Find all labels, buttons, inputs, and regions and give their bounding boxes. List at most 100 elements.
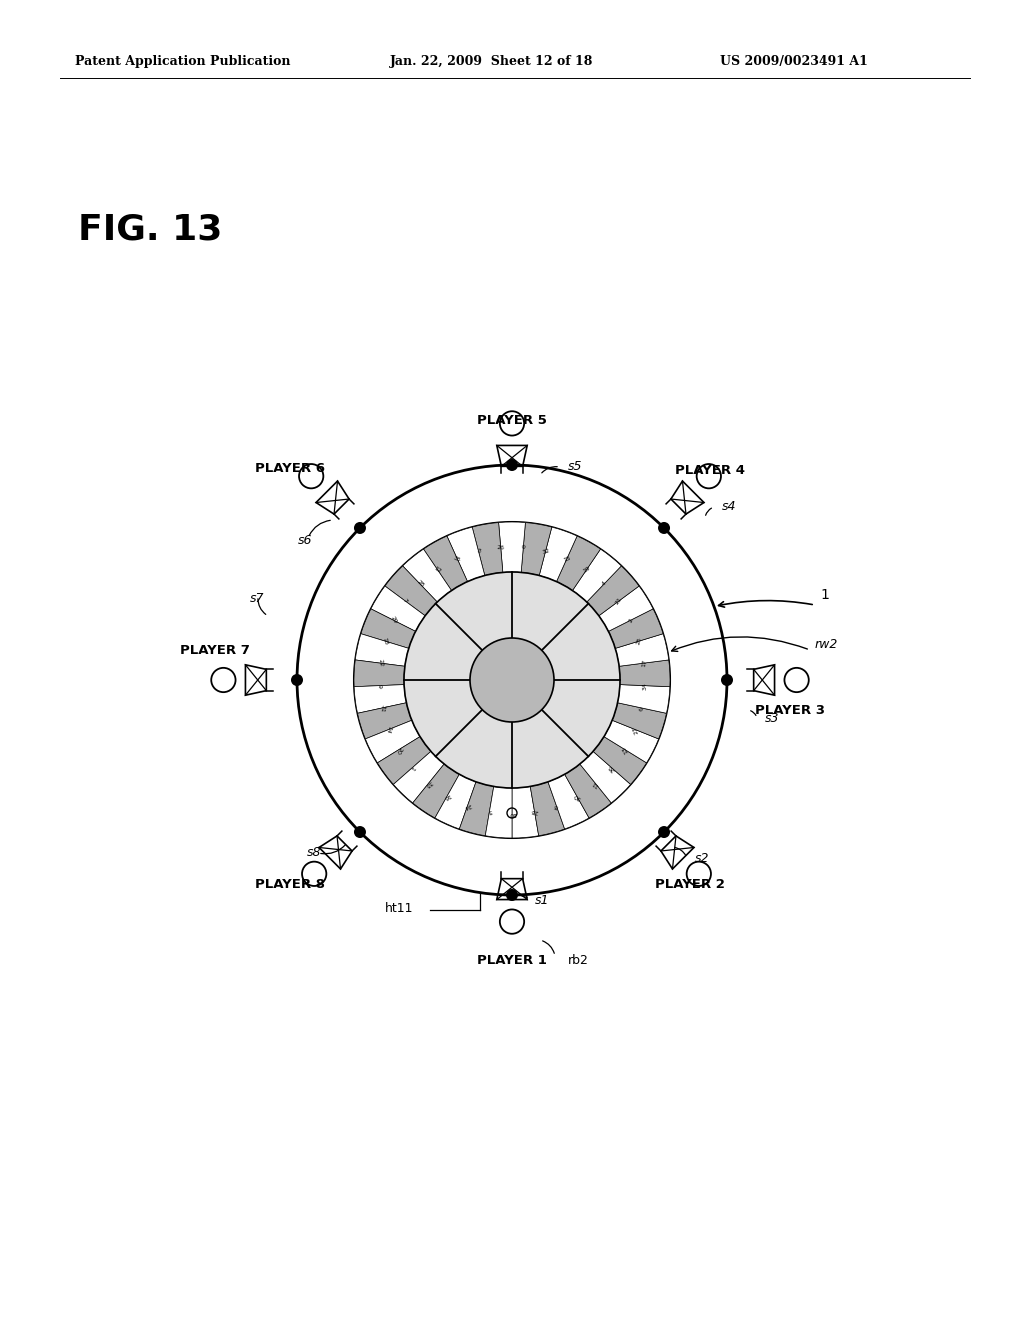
Wedge shape (599, 586, 653, 631)
Wedge shape (472, 523, 503, 576)
Text: Patent Application Publication: Patent Application Publication (75, 55, 291, 69)
Text: 26: 26 (497, 545, 505, 550)
Wedge shape (366, 721, 420, 763)
Text: 8: 8 (554, 803, 559, 808)
Text: s7: s7 (250, 591, 264, 605)
Wedge shape (424, 536, 468, 590)
Wedge shape (499, 521, 525, 573)
Text: 16: 16 (442, 792, 452, 800)
Text: 32: 32 (541, 548, 550, 554)
Wedge shape (371, 586, 425, 631)
Text: 20: 20 (394, 744, 402, 755)
Wedge shape (540, 527, 578, 582)
Text: 17: 17 (641, 659, 647, 668)
Text: 1: 1 (409, 764, 416, 771)
Text: 28: 28 (416, 579, 425, 589)
Wedge shape (612, 702, 667, 739)
Text: 23: 23 (530, 808, 539, 814)
Circle shape (506, 459, 518, 471)
Text: 3: 3 (476, 548, 481, 554)
Circle shape (470, 638, 554, 722)
Text: 9: 9 (377, 684, 382, 688)
Wedge shape (604, 721, 658, 763)
Text: FIG. 13: FIG. 13 (78, 213, 222, 247)
Wedge shape (385, 566, 437, 615)
Wedge shape (615, 634, 669, 667)
Circle shape (404, 572, 620, 788)
Text: PLAYER 5: PLAYER 5 (477, 413, 547, 426)
Wedge shape (354, 660, 404, 686)
Text: s8: s8 (307, 846, 322, 859)
Text: s1: s1 (535, 894, 550, 907)
Text: 7: 7 (401, 598, 409, 605)
Text: s3: s3 (765, 711, 779, 725)
Text: 1: 1 (820, 587, 828, 602)
Text: 0: 0 (521, 545, 525, 550)
Text: s6: s6 (298, 533, 312, 546)
Wedge shape (521, 523, 552, 576)
Text: 29: 29 (389, 615, 397, 624)
Text: 11: 11 (591, 779, 600, 788)
Wedge shape (580, 751, 631, 803)
Wedge shape (620, 660, 670, 686)
Text: s2: s2 (695, 851, 710, 865)
Text: s5: s5 (568, 461, 583, 474)
Wedge shape (393, 751, 444, 803)
Circle shape (658, 521, 670, 535)
Wedge shape (530, 781, 564, 836)
Circle shape (658, 826, 670, 838)
Wedge shape (617, 685, 670, 713)
Text: 12: 12 (433, 565, 442, 574)
Text: 15: 15 (562, 554, 571, 562)
Text: PLAYER 7: PLAYER 7 (180, 644, 250, 656)
Text: 36: 36 (607, 763, 616, 772)
Text: 25: 25 (636, 636, 643, 645)
Text: 24: 24 (463, 801, 472, 809)
Text: 14: 14 (385, 725, 392, 734)
Text: 21: 21 (614, 597, 624, 606)
Text: 13: 13 (622, 744, 630, 755)
Text: 34: 34 (642, 681, 647, 690)
Wedge shape (378, 737, 431, 784)
Text: US 2009/0023491 A1: US 2009/0023491 A1 (720, 55, 868, 69)
Text: 33: 33 (424, 779, 433, 788)
Wedge shape (355, 634, 409, 667)
Text: PLAYER 2: PLAYER 2 (655, 879, 725, 891)
Text: 18: 18 (381, 636, 388, 645)
Wedge shape (548, 775, 589, 829)
Circle shape (506, 888, 518, 902)
Text: 27: 27 (632, 725, 639, 734)
Circle shape (721, 675, 733, 686)
Circle shape (291, 675, 303, 686)
Wedge shape (435, 775, 476, 829)
Wedge shape (460, 781, 494, 836)
Wedge shape (564, 764, 611, 818)
Text: PLAYER 6: PLAYER 6 (255, 462, 325, 474)
Text: PLAYER 4: PLAYER 4 (675, 463, 745, 477)
Text: rw2: rw2 (815, 639, 839, 652)
Text: rb2: rb2 (568, 953, 589, 966)
Wedge shape (485, 787, 512, 838)
Text: 22: 22 (377, 659, 383, 668)
Text: PLAYER 1: PLAYER 1 (477, 953, 547, 966)
Text: PLAYER 3: PLAYER 3 (755, 704, 825, 717)
Text: s4: s4 (722, 500, 736, 513)
Text: Jan. 22, 2009  Sheet 12 of 18: Jan. 22, 2009 Sheet 12 of 18 (390, 55, 593, 69)
Wedge shape (587, 566, 639, 615)
Text: 35: 35 (453, 554, 462, 562)
Text: ht11: ht11 (385, 902, 414, 915)
Wedge shape (402, 549, 452, 602)
Text: 6: 6 (639, 706, 645, 710)
Wedge shape (446, 527, 484, 582)
Wedge shape (593, 737, 646, 784)
Circle shape (354, 521, 670, 838)
Text: PLAYER 8: PLAYER 8 (255, 879, 325, 891)
Text: 5: 5 (487, 808, 492, 814)
Wedge shape (413, 764, 460, 818)
Text: 10: 10 (508, 810, 516, 816)
Wedge shape (512, 787, 539, 838)
Text: 31: 31 (379, 704, 385, 713)
Wedge shape (608, 609, 664, 648)
Circle shape (354, 521, 366, 535)
Text: 4: 4 (601, 581, 607, 587)
